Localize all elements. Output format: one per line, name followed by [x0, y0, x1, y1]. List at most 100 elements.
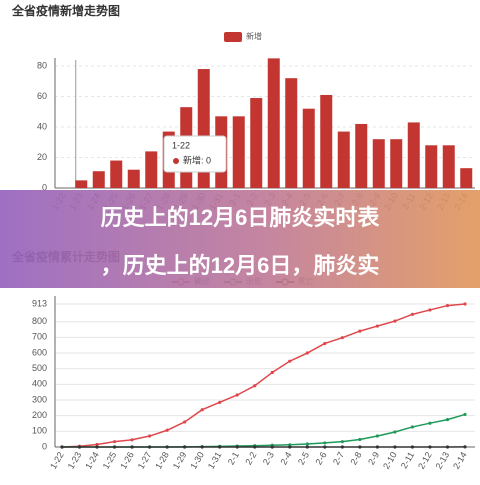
- point: [376, 445, 379, 448]
- x-tick-label: 1-23: [66, 450, 84, 471]
- point: [446, 418, 449, 421]
- x-tick-label: 1-30: [188, 450, 206, 471]
- point: [201, 408, 204, 411]
- x-tick-label: 2-13: [434, 450, 452, 471]
- series-line: [62, 414, 465, 447]
- bar: [338, 132, 350, 188]
- banner: 历史上的12月6日肺炎实时表 ，历史上的12月6日，肺炎实: [0, 190, 480, 288]
- x-tick-label: 1-22: [48, 450, 66, 471]
- point: [411, 313, 414, 316]
- point: [393, 319, 396, 322]
- point: [218, 445, 221, 448]
- bar: [443, 145, 455, 188]
- x-tick-label: 2-6: [313, 450, 328, 466]
- x-tick-label: 2-5: [296, 450, 311, 466]
- point: [411, 445, 414, 448]
- point: [358, 438, 361, 441]
- x-tick-label: 2-3: [261, 450, 276, 466]
- point: [428, 422, 431, 425]
- bar: [320, 95, 332, 188]
- point: [271, 371, 274, 374]
- point: [323, 445, 326, 448]
- point: [393, 430, 396, 433]
- point: [166, 429, 169, 432]
- point: [253, 445, 256, 448]
- point: [428, 308, 431, 311]
- point: [236, 445, 239, 448]
- point: [428, 445, 431, 448]
- y-tick-label: 600: [32, 347, 47, 357]
- point: [113, 445, 116, 448]
- y-tick-label: 700: [32, 332, 47, 342]
- bar: [145, 151, 157, 188]
- point: [288, 445, 291, 448]
- point: [60, 445, 63, 448]
- point: [218, 401, 221, 404]
- point: [253, 384, 256, 387]
- bar: [355, 124, 367, 188]
- point: [78, 445, 81, 448]
- point: [323, 342, 326, 345]
- point: [148, 434, 151, 437]
- bar: [373, 139, 385, 188]
- point: [236, 393, 239, 396]
- y-tick-label: 200: [32, 410, 47, 420]
- x-tick-label: 2-14: [451, 450, 469, 471]
- x-tick-label: 2-10: [381, 450, 399, 471]
- y-tick-label: 80: [37, 60, 47, 70]
- x-tick-label: 2-7: [331, 450, 346, 466]
- legend-swatch: [224, 32, 242, 42]
- x-tick-label: 2-2: [243, 450, 258, 466]
- point: [358, 445, 361, 448]
- point: [130, 438, 133, 441]
- tooltip-label: 新增: 0: [183, 154, 211, 165]
- point: [323, 441, 326, 444]
- bar: [110, 161, 122, 188]
- point: [113, 440, 116, 443]
- x-tick-label: 2-8: [348, 450, 363, 466]
- point: [271, 445, 274, 448]
- tooltip-title: 1-22: [172, 140, 190, 150]
- bar: [408, 122, 420, 188]
- point: [130, 445, 133, 448]
- point: [463, 445, 466, 448]
- banner-line: 历史上的12月6日肺炎实时表: [0, 198, 480, 238]
- point: [183, 420, 186, 423]
- y-tick-label: 60: [37, 91, 47, 101]
- point: [411, 425, 414, 428]
- series-line: [62, 304, 465, 447]
- bar: [460, 168, 472, 188]
- x-tick-label: 2-9: [366, 450, 381, 466]
- y-tick-label: 400: [32, 379, 47, 389]
- x-tick-label: 1-29: [171, 450, 189, 471]
- x-tick-label: 1-27: [136, 450, 154, 471]
- point: [306, 442, 309, 445]
- x-tick-label: 1-24: [83, 450, 101, 471]
- point: [463, 302, 466, 305]
- bar: [75, 180, 87, 188]
- point: [341, 440, 344, 443]
- y-tick-label: 40: [37, 121, 47, 131]
- y-tick-label: 300: [32, 394, 47, 404]
- point: [358, 329, 361, 332]
- bar: [128, 170, 140, 188]
- point: [446, 304, 449, 307]
- y-tick-label: 100: [32, 426, 47, 436]
- point: [393, 445, 396, 448]
- x-tick-label: 2-4: [278, 450, 293, 466]
- bar: [425, 145, 437, 188]
- x-tick-label: 2-1: [226, 450, 241, 466]
- bar: [390, 139, 402, 188]
- point: [183, 445, 186, 448]
- point: [446, 445, 449, 448]
- chart-title: 全省疫情新增走势图: [11, 3, 120, 18]
- point: [95, 445, 98, 448]
- point: [306, 445, 309, 448]
- bar: [93, 171, 105, 188]
- point: [166, 445, 169, 448]
- point: [376, 434, 379, 437]
- y-tick-label: 913: [32, 298, 47, 308]
- y-tick-label: 20: [37, 152, 47, 162]
- y-tick-label: 500: [32, 363, 47, 373]
